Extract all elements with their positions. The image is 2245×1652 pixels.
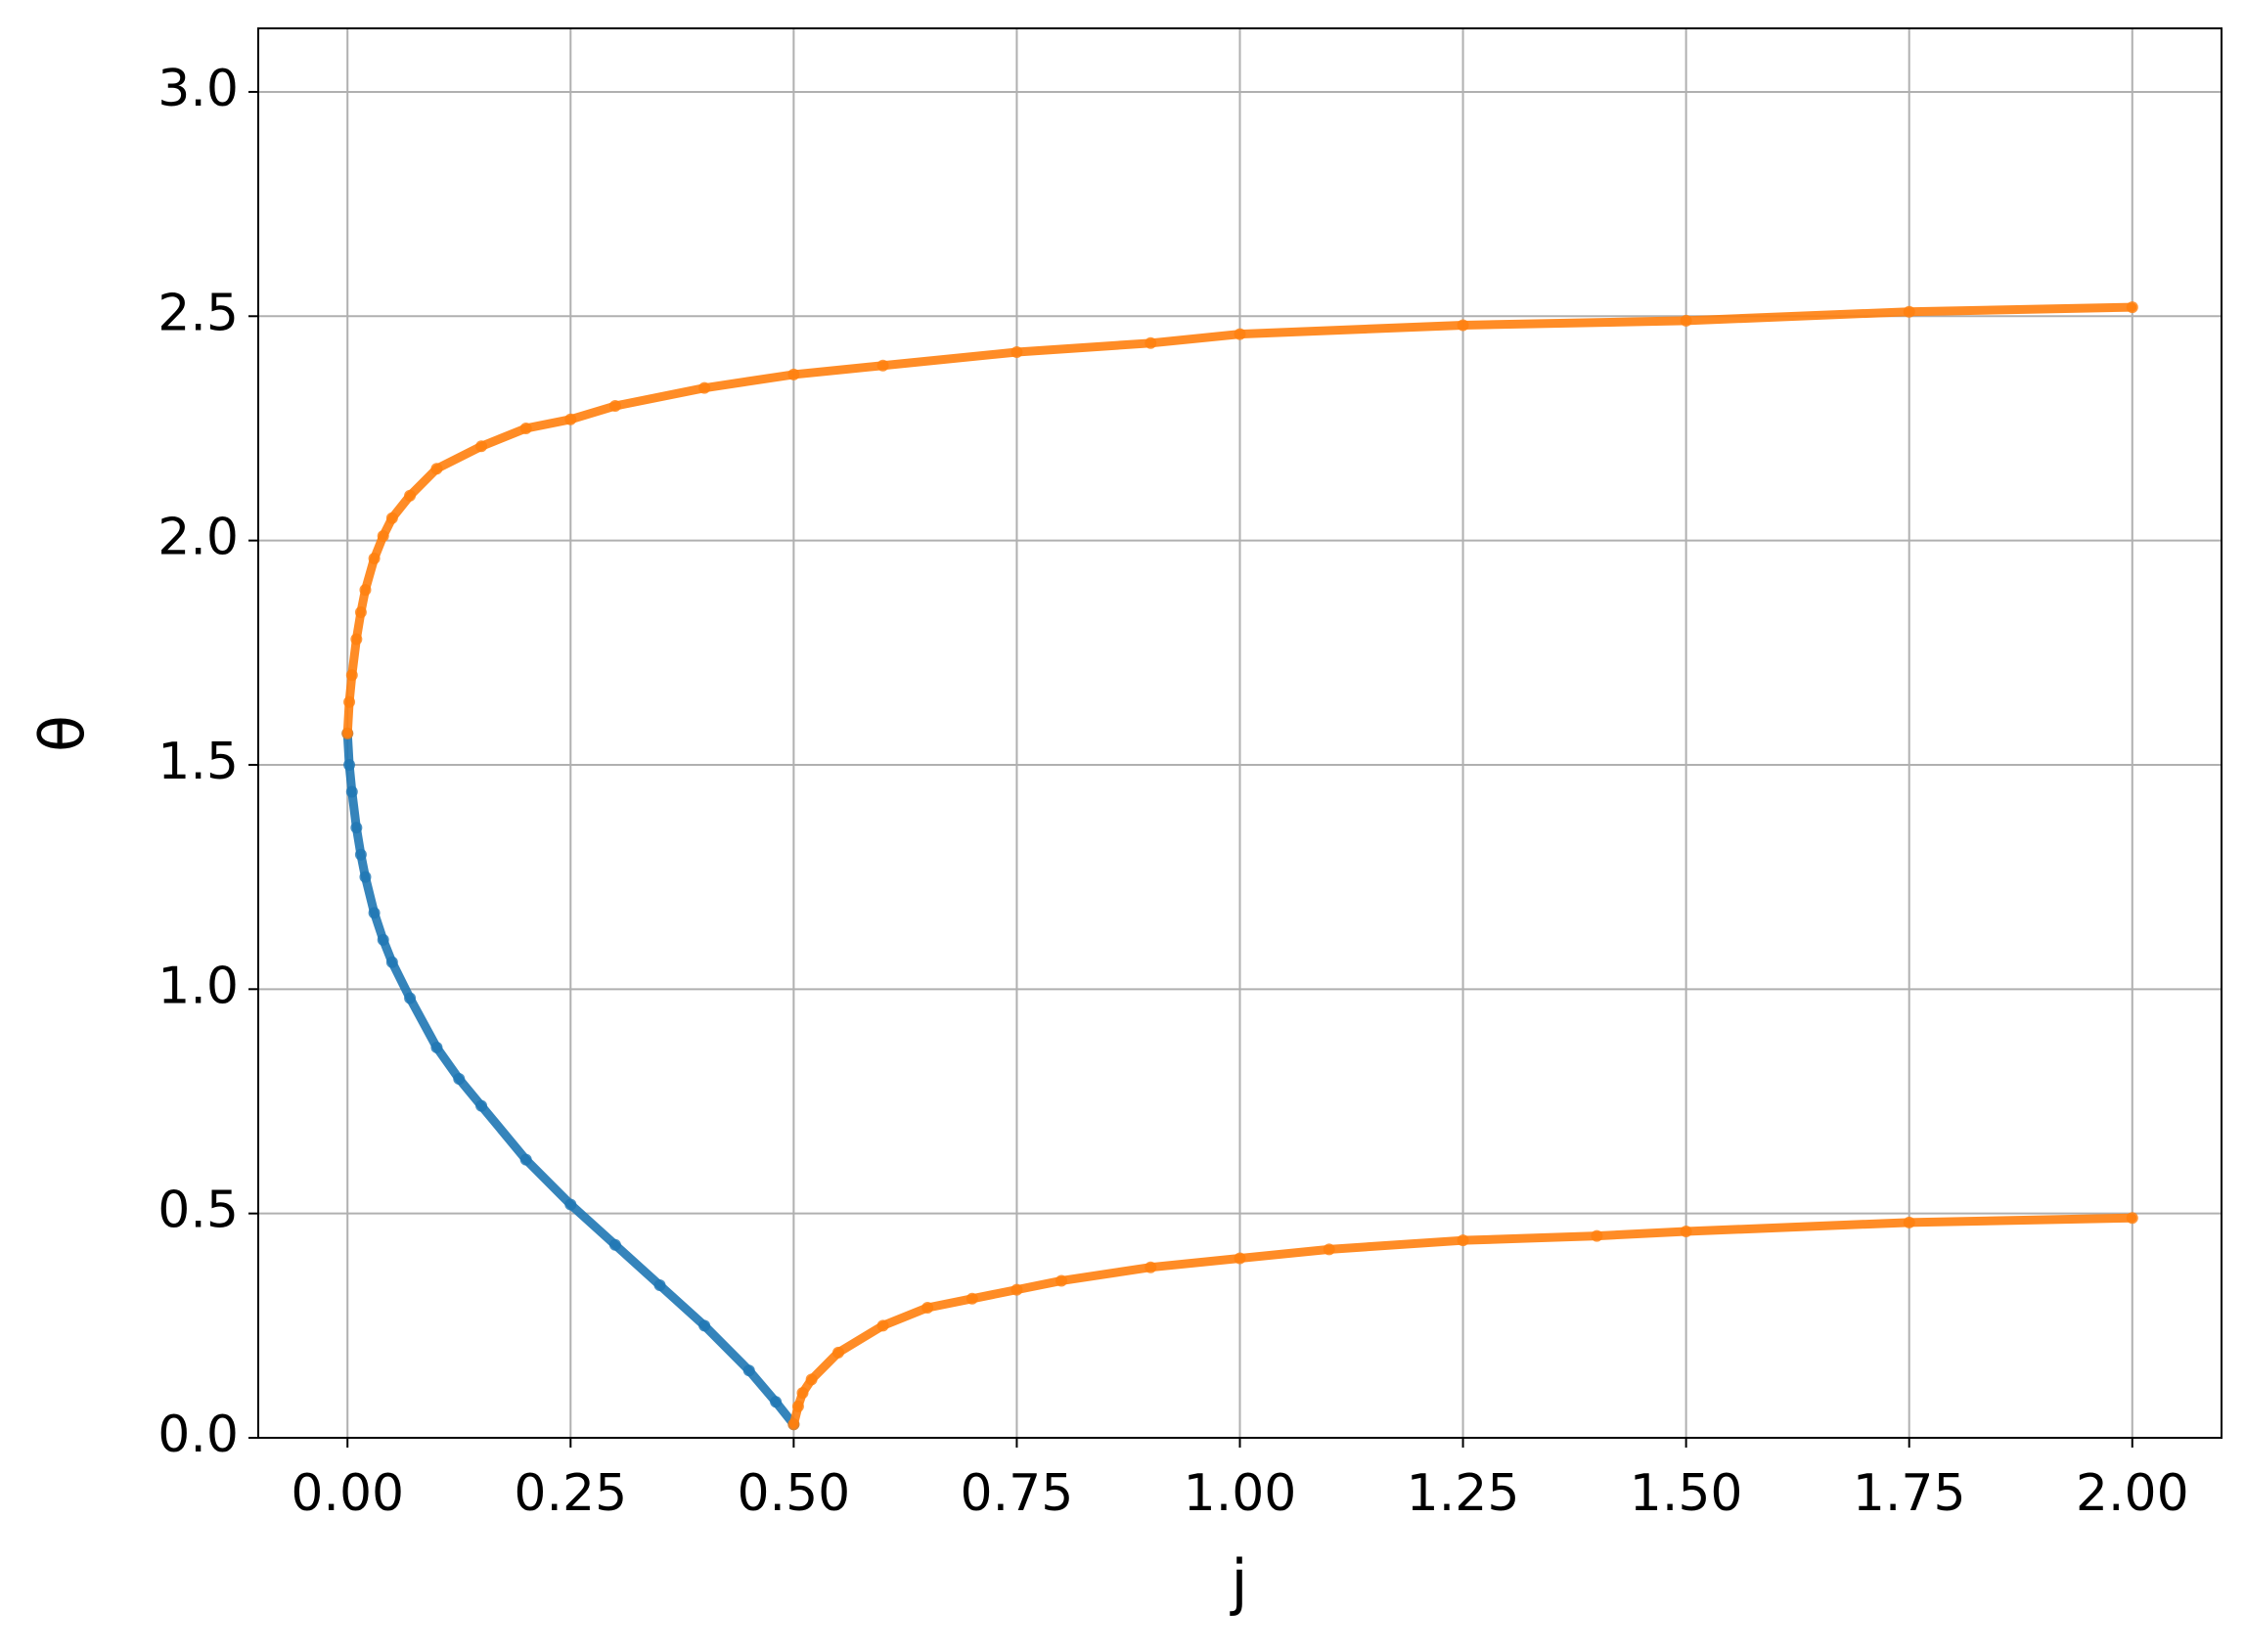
point bbox=[2126, 301, 2138, 314]
y-axis-label: θ bbox=[26, 715, 98, 752]
point bbox=[742, 1364, 755, 1377]
point bbox=[1010, 345, 1023, 358]
x-tick-label: 0.75 bbox=[961, 1464, 1074, 1523]
point bbox=[385, 512, 398, 524]
y-tick-label: 0.0 bbox=[157, 1406, 239, 1464]
point bbox=[377, 933, 389, 946]
point bbox=[608, 400, 621, 413]
x-tick-label: 0.00 bbox=[291, 1464, 404, 1523]
point bbox=[1323, 1243, 1335, 1256]
point bbox=[876, 359, 889, 372]
point bbox=[1903, 1216, 1915, 1228]
x-tick-label: 2.00 bbox=[2076, 1464, 2189, 1523]
point bbox=[343, 758, 356, 771]
point bbox=[876, 1319, 889, 1332]
point bbox=[608, 1238, 621, 1251]
point bbox=[1457, 319, 1469, 332]
point bbox=[1591, 1229, 1603, 1242]
point bbox=[350, 822, 363, 834]
y-tick-label: 1.0 bbox=[157, 957, 239, 1015]
y-tick-label: 3.0 bbox=[157, 60, 239, 118]
point bbox=[1457, 1234, 1469, 1247]
point bbox=[564, 1198, 577, 1211]
point bbox=[1234, 328, 1246, 340]
y-tick-label: 1.5 bbox=[157, 733, 239, 791]
point bbox=[805, 1373, 818, 1386]
point bbox=[341, 727, 354, 739]
point bbox=[1680, 1226, 1692, 1238]
point bbox=[385, 956, 398, 968]
point bbox=[1680, 314, 1692, 327]
y-tick-label: 2.0 bbox=[157, 509, 239, 567]
y-tick-label: 0.5 bbox=[157, 1182, 239, 1240]
point bbox=[698, 1319, 711, 1332]
x-axis-label: j bbox=[1229, 1546, 1247, 1618]
point bbox=[404, 489, 417, 502]
point bbox=[831, 1346, 844, 1359]
point bbox=[368, 907, 381, 919]
x-tick-label: 0.50 bbox=[737, 1464, 850, 1523]
point bbox=[345, 669, 358, 682]
point bbox=[430, 463, 443, 475]
point bbox=[1055, 1274, 1068, 1287]
point bbox=[519, 1153, 532, 1166]
point bbox=[368, 552, 381, 564]
point bbox=[430, 1041, 443, 1053]
point bbox=[345, 785, 358, 798]
plot-frame bbox=[257, 27, 2223, 1439]
x-tick-label: 1.00 bbox=[1184, 1464, 1297, 1523]
point bbox=[698, 381, 711, 394]
point bbox=[377, 530, 389, 543]
point bbox=[770, 1396, 783, 1408]
y-tick-label: 2.5 bbox=[157, 284, 239, 342]
point bbox=[343, 695, 356, 708]
point bbox=[796, 1387, 809, 1400]
point bbox=[787, 368, 800, 380]
point bbox=[787, 1418, 800, 1431]
point bbox=[1145, 336, 1157, 349]
point bbox=[453, 1073, 466, 1086]
point bbox=[2126, 1212, 2138, 1225]
point bbox=[475, 1099, 488, 1112]
point bbox=[1010, 1283, 1023, 1296]
point bbox=[354, 606, 367, 619]
point bbox=[965, 1292, 978, 1305]
point bbox=[1145, 1261, 1157, 1273]
x-tick-label: 1.50 bbox=[1630, 1464, 1743, 1523]
point bbox=[1903, 305, 1915, 318]
x-tick-label: 1.75 bbox=[1853, 1464, 1966, 1523]
point bbox=[350, 633, 363, 646]
point bbox=[564, 413, 577, 425]
point bbox=[354, 848, 367, 861]
point bbox=[359, 871, 372, 883]
point bbox=[519, 422, 532, 434]
point bbox=[404, 992, 417, 1005]
point bbox=[653, 1279, 666, 1292]
point bbox=[791, 1400, 804, 1412]
x-tick-label: 0.25 bbox=[514, 1464, 627, 1523]
x-tick-label: 1.25 bbox=[1407, 1464, 1520, 1523]
point bbox=[1234, 1252, 1246, 1265]
point bbox=[359, 584, 372, 597]
point bbox=[921, 1301, 934, 1314]
point bbox=[475, 440, 488, 453]
